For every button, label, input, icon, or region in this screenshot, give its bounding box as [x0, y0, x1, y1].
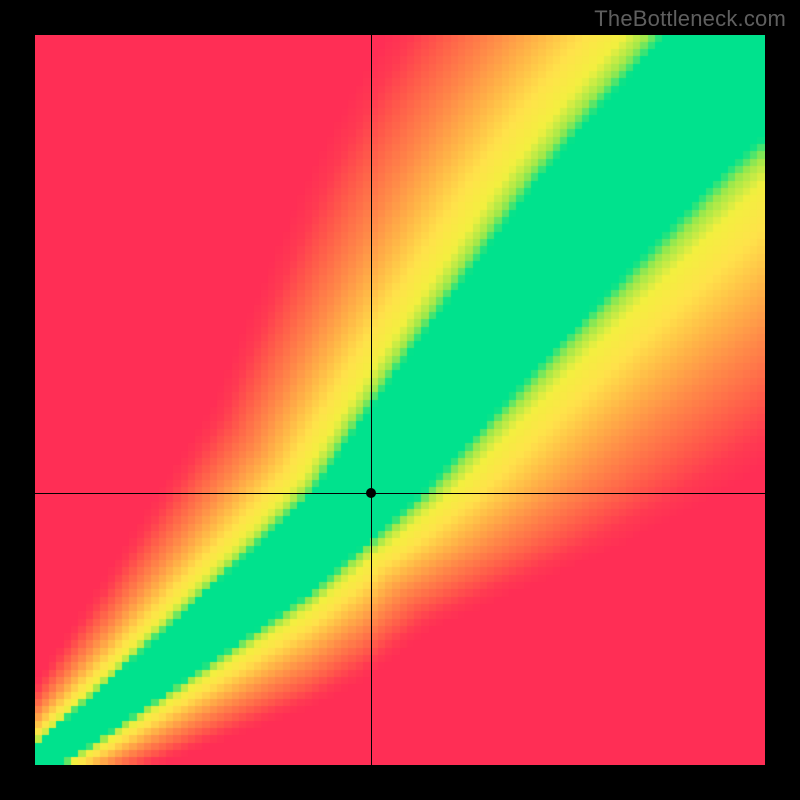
plot-area	[35, 35, 765, 765]
crosshair-marker	[366, 488, 376, 498]
watermark-text: TheBottleneck.com	[594, 6, 786, 32]
chart-container: TheBottleneck.com	[0, 0, 800, 800]
crosshair-vertical	[371, 35, 372, 765]
crosshair-horizontal	[35, 493, 765, 494]
heatmap-canvas	[35, 35, 765, 765]
